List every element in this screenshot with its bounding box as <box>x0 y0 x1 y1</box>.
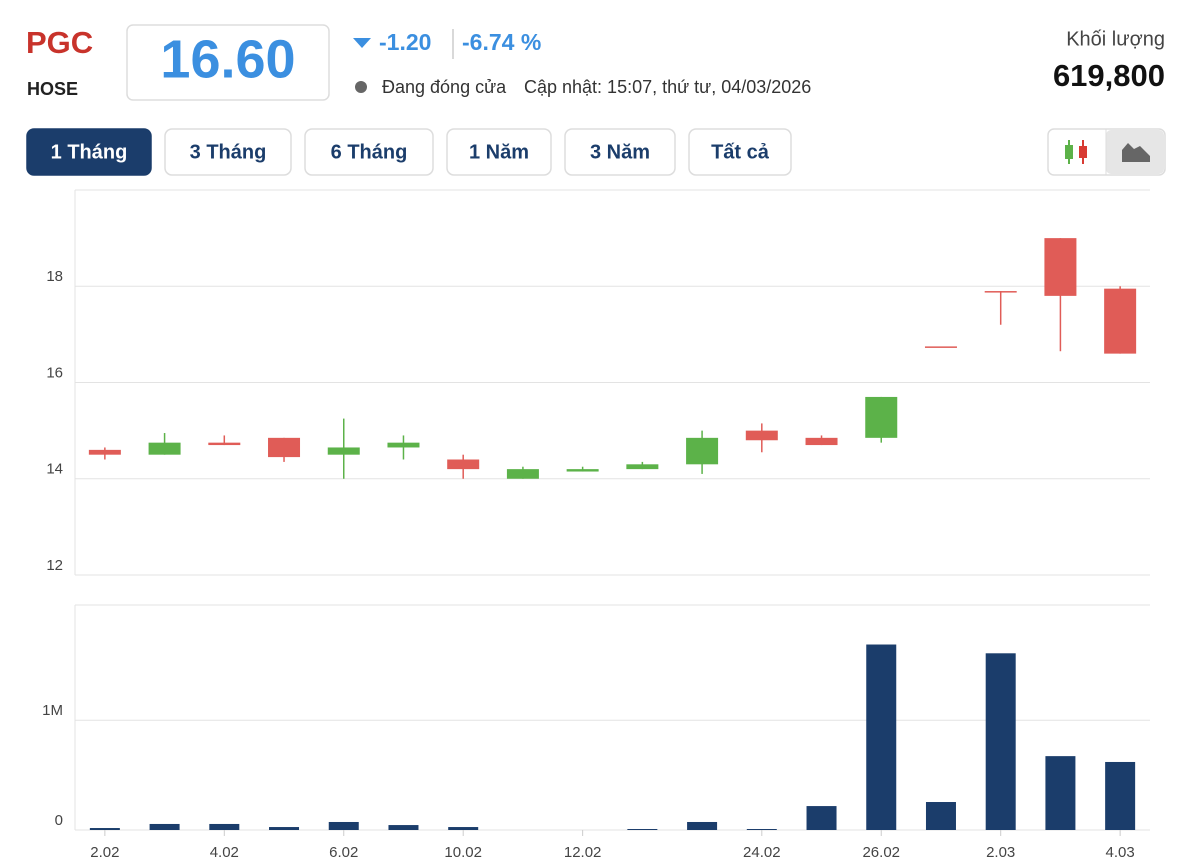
candle-body <box>208 442 241 446</box>
volume-bar <box>89 828 120 830</box>
x-tick-label: 2.03 <box>986 844 1015 861</box>
candle-body <box>1104 288 1137 354</box>
volume-bar <box>746 829 777 830</box>
volume-bar <box>1105 761 1136 830</box>
volume-bar <box>627 829 658 830</box>
y-tick-label: 18 <box>46 268 63 285</box>
candle-body <box>506 469 539 479</box>
updated: Cập nhật: 15:07, thứ tư, 04/03/2026 <box>524 77 811 97</box>
status-dot <box>355 81 367 93</box>
y-tick-label: 12 <box>46 557 63 574</box>
x-tick-label: 4.03 <box>1106 844 1135 861</box>
candle-body <box>268 437 301 458</box>
x-tick-label: 6.02 <box>329 844 358 861</box>
y-tick-label: 16 <box>46 364 63 381</box>
x-tick-label: 10.02 <box>444 844 482 861</box>
range-button[interactable] <box>26 128 152 176</box>
candle-body <box>327 447 360 455</box>
range-button-label[interactable]: 3 Năm <box>590 141 650 163</box>
volume-bar <box>448 827 479 830</box>
range-button-label[interactable]: Tất cả <box>711 141 770 163</box>
x-tick-label: 2.02 <box>90 844 119 861</box>
candle-body <box>566 469 599 472</box>
price-box <box>126 24 330 101</box>
change-percent: -6.74 % <box>462 29 541 55</box>
range-button[interactable] <box>688 128 792 176</box>
candle-body <box>745 430 778 441</box>
candle-body <box>88 449 121 455</box>
volume-bar <box>388 825 419 830</box>
candle-body <box>984 291 1017 293</box>
y-tick-label: 1M <box>42 702 63 719</box>
volume-bar <box>209 823 240 830</box>
volume-bar <box>1045 756 1076 830</box>
chart-toggle <box>1047 128 1166 176</box>
status: Đang đóng cửa <box>382 77 507 97</box>
candle-body <box>924 346 957 348</box>
range-button[interactable] <box>564 128 676 176</box>
candle-body <box>447 459 480 470</box>
candle-body <box>865 396 898 438</box>
price: 16.60 <box>160 29 295 89</box>
range-button-label[interactable]: 1 Năm <box>469 141 529 163</box>
volume-bar <box>806 806 837 830</box>
range-button[interactable] <box>304 128 434 176</box>
range-button-label[interactable]: 6 Tháng <box>331 141 408 163</box>
range-button-label[interactable]: 3 Tháng <box>190 141 267 163</box>
volume-bar <box>269 827 300 830</box>
volume-total: 619,800 <box>1053 58 1165 93</box>
volume-bar <box>328 821 359 830</box>
y-tick-label: 14 <box>46 461 63 478</box>
candle-icon[interactable] <box>1065 140 1087 164</box>
down-arrow <box>353 38 371 48</box>
candle-body <box>1044 238 1077 296</box>
volume-bar <box>925 802 956 830</box>
candle-body <box>148 442 181 455</box>
x-tick-label: 24.02 <box>743 844 781 861</box>
y-tick-label: 0 <box>55 812 63 829</box>
volume-bar <box>687 821 718 830</box>
x-tick-label: 12.02 <box>564 844 602 861</box>
range-button[interactable] <box>446 128 552 176</box>
range-button-label[interactable]: 1 Tháng <box>51 141 128 163</box>
volume-bar <box>149 823 180 830</box>
volume-bar <box>985 653 1016 830</box>
symbol: PGC <box>26 25 93 60</box>
candle-body <box>387 442 420 448</box>
volume-bar <box>866 644 897 830</box>
candle-body <box>626 464 659 470</box>
x-tick-label: 26.02 <box>862 844 900 861</box>
change: -1.20 <box>379 29 431 55</box>
range-button[interactable] <box>164 128 292 176</box>
exchange: HOSE <box>27 79 78 99</box>
area-icon[interactable] <box>1122 143 1150 162</box>
candle-body <box>686 437 719 465</box>
candle-body <box>805 437 838 446</box>
x-tick-label: 4.02 <box>210 844 239 861</box>
volume-label: Khối lượng <box>1066 28 1165 50</box>
